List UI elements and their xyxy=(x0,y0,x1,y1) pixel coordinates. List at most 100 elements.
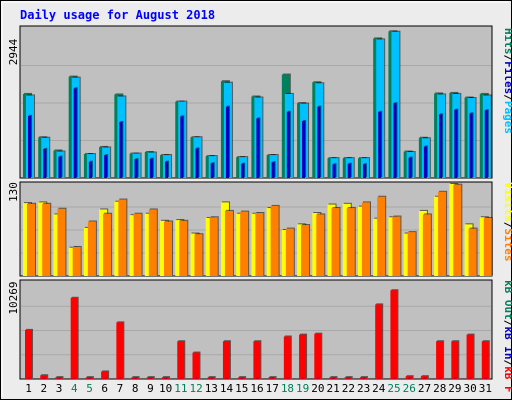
bar-kbf-day-26 xyxy=(405,376,413,379)
bar-kbf-day-8-shadow xyxy=(132,376,140,378)
day-label-30: 30 xyxy=(464,382,477,395)
middle-legend: Visits/Sites xyxy=(502,182,512,262)
bar-sites-day-27 xyxy=(422,214,431,276)
bar-files-day-24 xyxy=(378,111,382,178)
day-label-23: 23 xyxy=(357,382,370,395)
bar-kbf-day-31 xyxy=(481,341,489,379)
bar-files-day-13 xyxy=(210,163,214,178)
day-label-31: 31 xyxy=(479,382,492,395)
day-label-15: 15 xyxy=(235,382,248,395)
day-label-29: 29 xyxy=(448,382,461,395)
day-label-28: 28 xyxy=(433,382,446,395)
bar-kbf-day-15-shadow xyxy=(239,376,247,378)
bar-files-day-12 xyxy=(195,148,199,178)
bar-sites-day-12 xyxy=(194,234,203,276)
bar-files-day-25 xyxy=(393,103,397,178)
day-label-20: 20 xyxy=(311,382,324,395)
bar-files-day-30 xyxy=(469,113,473,178)
day-label-12: 12 xyxy=(189,382,202,395)
day-label-13: 13 xyxy=(205,382,218,395)
day-label-24: 24 xyxy=(372,382,386,395)
legend-sep-1: / xyxy=(502,55,512,62)
bar-sites-day-26 xyxy=(407,232,416,276)
bar-kbf-day-15 xyxy=(238,377,246,379)
bar-visits-day-16 xyxy=(251,213,260,276)
bar-kbf-day-24 xyxy=(375,304,383,379)
bar-kbf-day-12 xyxy=(192,352,200,379)
day-label-14: 14 xyxy=(220,382,234,395)
legend-sites: Sites xyxy=(502,228,512,261)
bar-sites-day-11 xyxy=(179,220,188,276)
bar-kbf-day-20 xyxy=(314,333,322,379)
bar-kbf-day-22 xyxy=(344,377,352,379)
bar-kbf-day-28 xyxy=(436,341,444,379)
legend-kb-f: kB F xyxy=(502,366,512,393)
bar-sites-day-23 xyxy=(361,202,370,276)
day-label-17: 17 xyxy=(266,382,279,395)
bar-sites-day-3 xyxy=(57,208,66,276)
bar-kbf-day-3 xyxy=(55,377,63,379)
bar-files-day-11 xyxy=(180,116,184,178)
day-label-9: 9 xyxy=(147,382,154,395)
bar-files-day-17 xyxy=(271,162,275,178)
bar-sites-day-29 xyxy=(453,184,462,276)
bar-sites-day-4 xyxy=(72,246,81,276)
bar-files-day-29 xyxy=(454,109,458,178)
day-label-19: 19 xyxy=(296,382,309,395)
day-label-16: 16 xyxy=(250,382,263,395)
legend-sep-2: / xyxy=(502,94,512,101)
middle-panel-bars xyxy=(23,183,493,276)
bar-kbf-day-8 xyxy=(131,377,139,379)
bar-sites-day-24 xyxy=(377,196,386,276)
bar-sites-day-15 xyxy=(240,211,249,276)
bar-files-day-8 xyxy=(134,159,138,178)
day-label-11: 11 xyxy=(174,382,187,395)
bar-kbf-day-21 xyxy=(329,377,337,379)
bar-files-day-15 xyxy=(241,163,245,178)
day-label-25: 25 xyxy=(387,382,400,395)
bar-files-day-23 xyxy=(362,164,366,178)
bar-kbf-day-17 xyxy=(268,377,276,379)
legend-kb-in: kB In xyxy=(502,326,512,359)
top-legend: Hits/Files/Pages xyxy=(502,28,512,134)
bar-kbf-day-11 xyxy=(177,341,185,379)
bar-sites-day-20 xyxy=(316,214,325,276)
bar-kbf-day-29 xyxy=(451,341,459,379)
bottom-panel-bars xyxy=(25,289,490,379)
day-label-4: 4 xyxy=(71,382,78,395)
bar-kbf-day-2 xyxy=(40,375,48,379)
bar-kbf-day-23-shadow xyxy=(360,376,368,378)
bar-kbf-day-23 xyxy=(359,377,367,379)
chart-title: Daily usage for August 2018 xyxy=(20,8,215,22)
bar-sites-day-30 xyxy=(468,228,477,276)
legend-sep-3: / xyxy=(502,222,512,229)
bar-kbf-day-27 xyxy=(420,376,428,379)
legend-files: Files xyxy=(502,61,512,94)
bar-files-day-4 xyxy=(73,88,77,178)
bar-sites-day-6 xyxy=(103,213,112,276)
bar-kbf-day-1 xyxy=(25,329,32,379)
legend-kb-out: kB Out xyxy=(502,280,512,320)
bar-sites-day-17 xyxy=(270,205,279,276)
day-label-2: 2 xyxy=(41,382,48,395)
bar-kbf-day-18 xyxy=(283,336,291,379)
day-label-26: 26 xyxy=(403,382,416,395)
bar-kbf-day-22-shadow xyxy=(345,376,353,378)
legend-visits: Visits xyxy=(502,182,512,222)
bar-sites-day-8 xyxy=(133,213,142,276)
bar-sites-day-25 xyxy=(392,216,401,276)
bar-kbf-day-13 xyxy=(207,377,215,379)
top-max-label: 2944 xyxy=(7,38,20,65)
middle-max-label: 130 xyxy=(7,182,20,202)
bar-kbf-day-21-shadow xyxy=(330,376,338,378)
bar-kbf-day-16 xyxy=(253,341,261,379)
bar-files-day-9 xyxy=(149,158,153,178)
bar-kbf-day-3-shadow xyxy=(56,376,64,378)
bar-kbf-day-4 xyxy=(70,297,78,379)
bar-kbf-day-10-shadow xyxy=(163,376,171,378)
bar-sites-day-16 xyxy=(255,213,264,276)
bottom-max-label: 10269 xyxy=(7,281,20,314)
bar-sites-day-1 xyxy=(27,203,35,276)
day-label-18: 18 xyxy=(281,382,294,395)
